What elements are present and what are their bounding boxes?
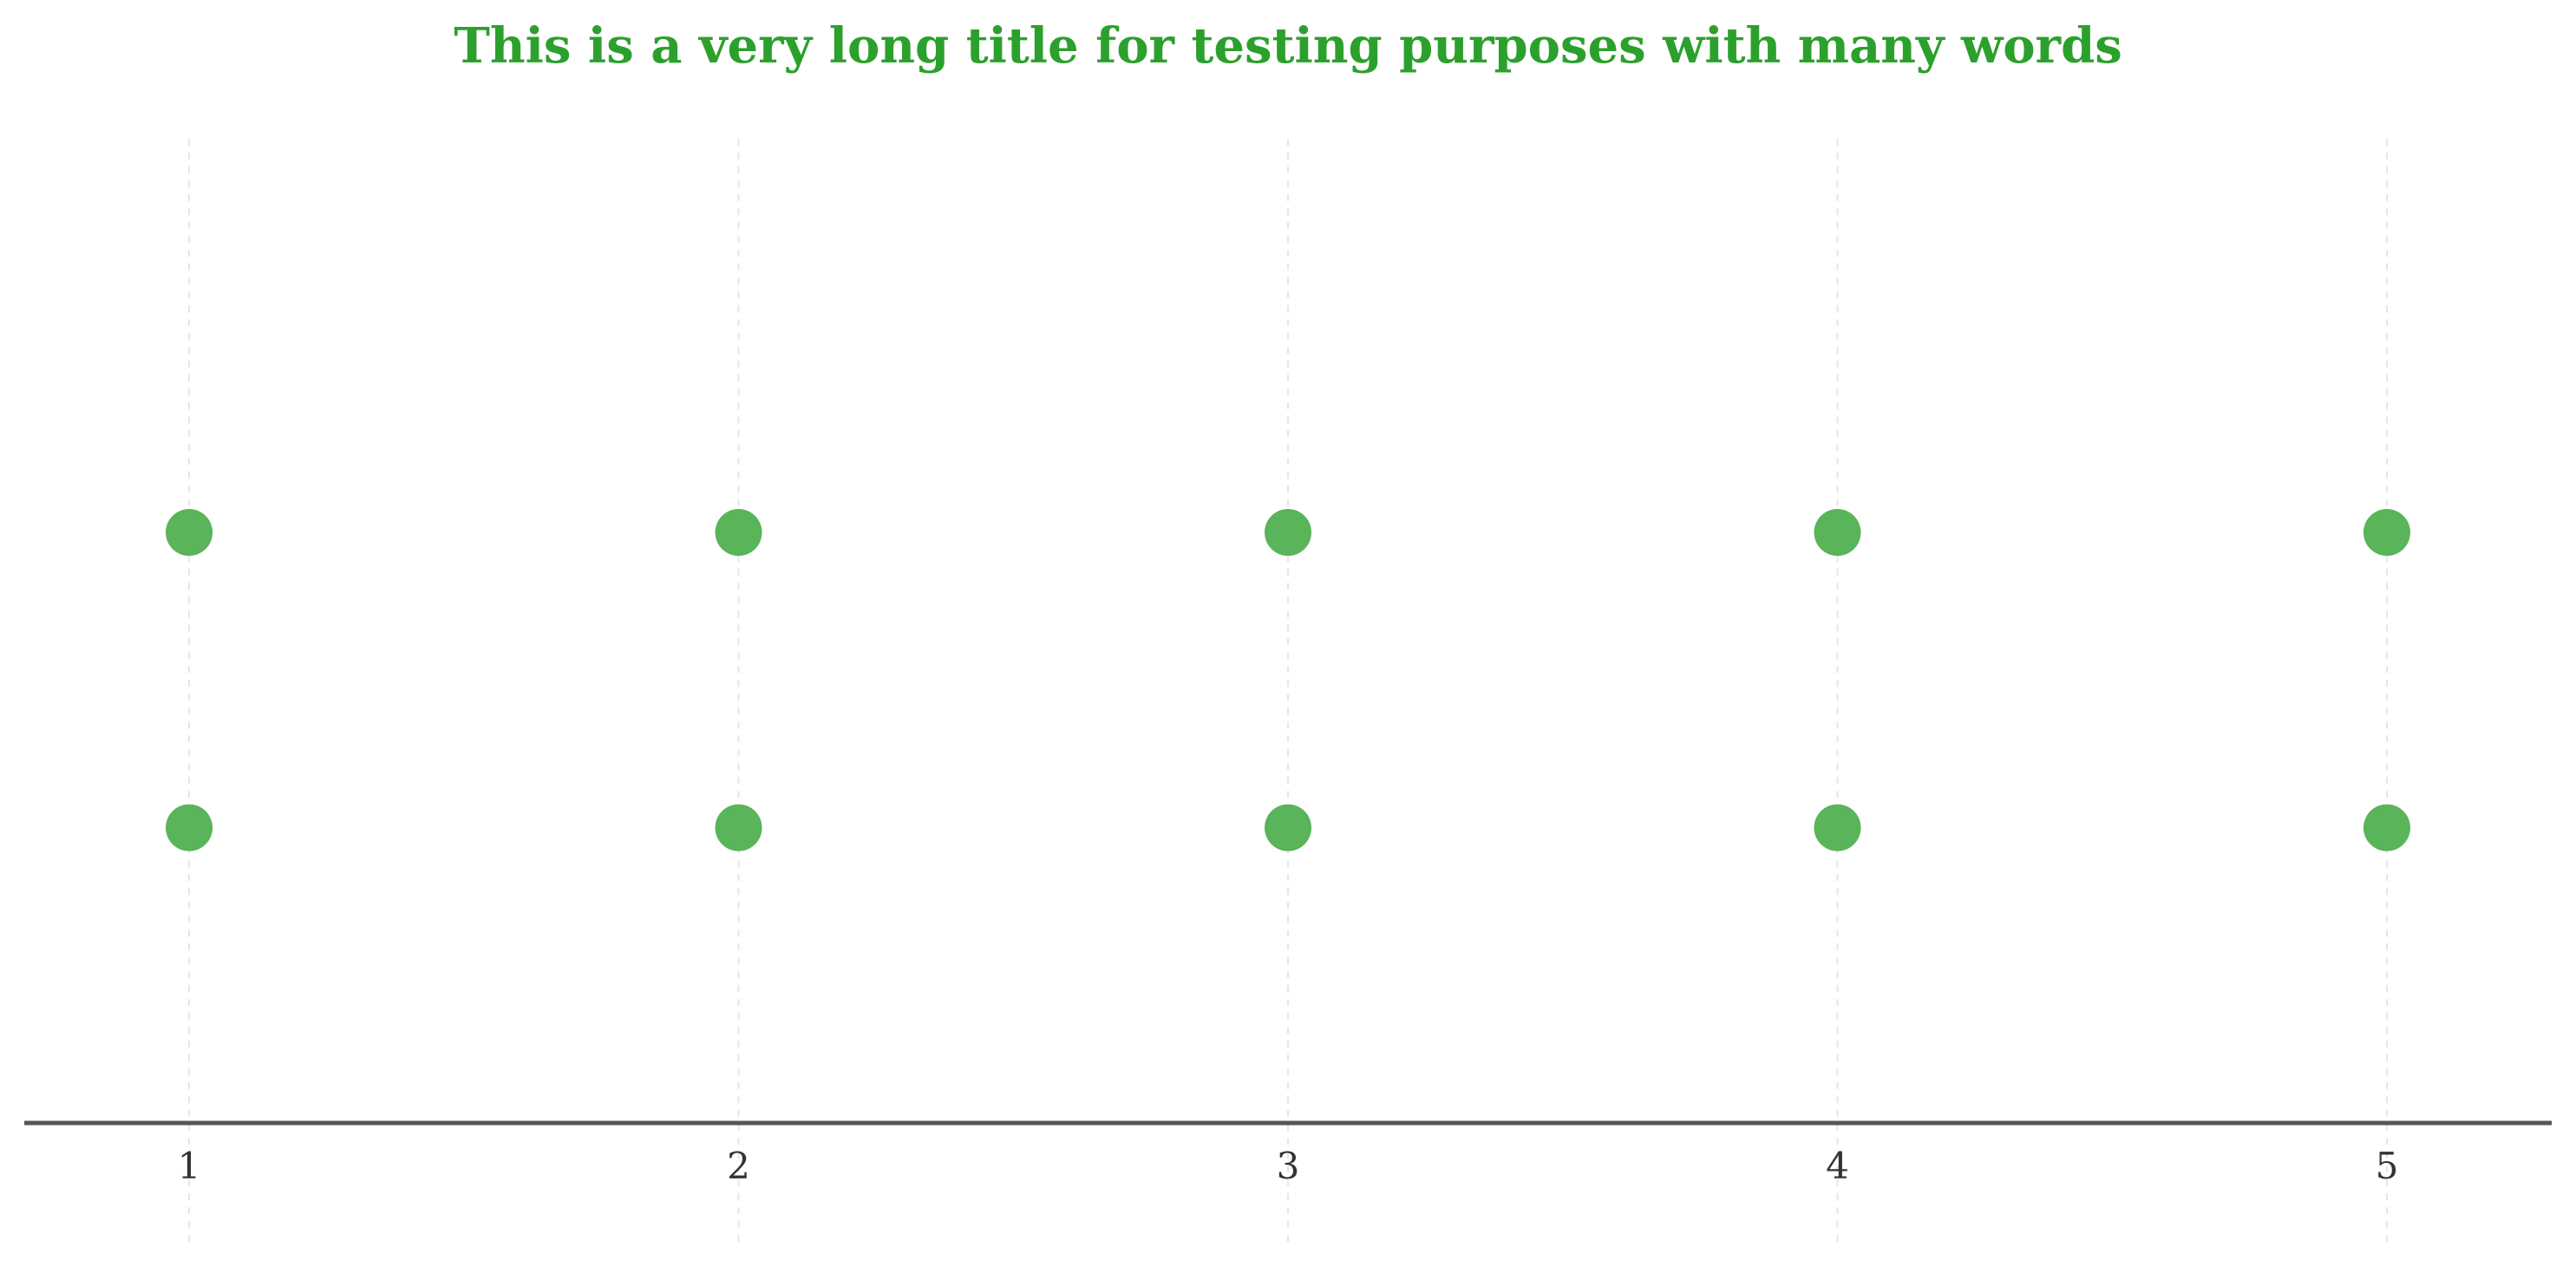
data-point-s1-4 (1814, 509, 1861, 556)
data-point-s2-5 (2363, 804, 2410, 852)
x-tick-label-3: 3 (1277, 1145, 1300, 1187)
data-point-s1-3 (1265, 509, 1311, 556)
data-point-s1-2 (715, 509, 762, 556)
data-points (166, 509, 2410, 852)
data-point-s2-4 (1814, 804, 1861, 852)
x-tick-label-2: 2 (727, 1145, 750, 1187)
data-point-s2-1 (166, 804, 213, 852)
data-point-s1-5 (2363, 509, 2410, 556)
data-point-s2-3 (1265, 804, 1311, 852)
chart-title: This is a very long title for testing pu… (454, 17, 2122, 75)
data-point-s2-2 (715, 804, 762, 852)
data-point-s1-1 (166, 509, 213, 556)
x-tick-label-4: 4 (1826, 1145, 1849, 1187)
x-tick-labels: 1 2 3 4 5 (178, 1145, 2399, 1187)
x-tick-label-5: 5 (2376, 1145, 2399, 1187)
grid-lines (188, 139, 2388, 1249)
x-tick-label-1: 1 (178, 1145, 201, 1187)
